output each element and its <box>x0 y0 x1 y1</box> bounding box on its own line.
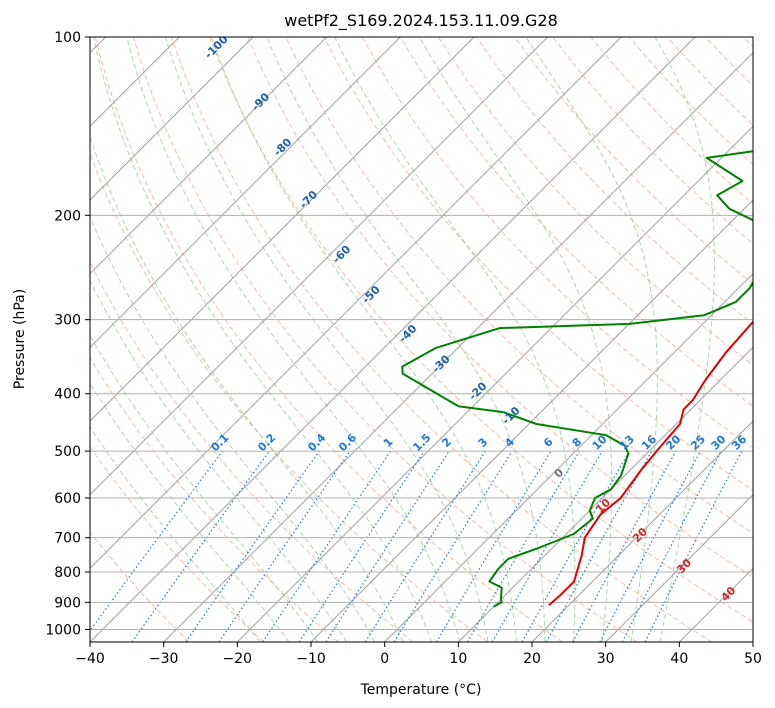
y-tick-label: 400 <box>54 387 81 403</box>
x-tick-label: 10 <box>449 651 467 667</box>
dry-adiabat <box>90 446 264 642</box>
moist-adiabat <box>93 37 432 642</box>
mixing-ratio-line <box>545 450 653 642</box>
isotherm-line <box>90 37 401 349</box>
dry-adiabat <box>437 37 753 366</box>
mixing-ratio-line <box>644 450 743 642</box>
x-tick-label: 40 <box>670 651 688 667</box>
isotherm-line <box>457 346 753 642</box>
background-lines <box>90 37 753 642</box>
dry-adiabat <box>90 356 339 642</box>
chart-title: wetPf2_S169.2024.153.11.09.G28 <box>284 11 558 31</box>
moist-adiabat <box>90 426 261 642</box>
moist-adiabat <box>211 37 517 642</box>
mixing-ratio-line <box>572 450 677 642</box>
moist-adiabat <box>334 37 576 642</box>
y-tick-label: 600 <box>54 491 81 507</box>
dry-adiabat <box>285 37 753 535</box>
y-tick-label: 300 <box>54 313 81 329</box>
mixing-ratio-line <box>90 450 223 632</box>
temperature-profile-line <box>548 320 753 606</box>
isotherm-line <box>531 420 753 642</box>
mixing-ratio-line <box>521 450 631 642</box>
x-tick-label: −10 <box>296 651 326 667</box>
isotherm-line <box>605 493 753 642</box>
dewpoint-profile-line <box>401 150 753 608</box>
isotherm-line <box>384 272 753 642</box>
moist-adiabat <box>266 37 546 642</box>
y-tick-label: 200 <box>54 208 81 224</box>
x-tick-label: 20 <box>523 651 541 667</box>
mixing-ratio-line <box>298 450 425 642</box>
pressure-grid <box>90 37 753 630</box>
dry-adiabat <box>171 37 712 642</box>
sounding-series <box>401 150 753 608</box>
x-axis: −40 −30 −20 −10 0 10 20 30 40 50 <box>75 642 762 667</box>
dry-adiabat <box>514 37 753 285</box>
moist-adiabat <box>90 135 404 642</box>
x-tick-label: 0 <box>380 651 389 667</box>
mixing-ratio-line <box>218 450 351 642</box>
moist-adiabat <box>654 37 716 642</box>
moist-adiabat <box>525 37 658 642</box>
dry-adiabat <box>247 37 753 578</box>
y-tick-label: 700 <box>54 531 81 547</box>
isotherm-line <box>90 37 254 201</box>
y-tick-label: 900 <box>54 595 81 611</box>
x-tick-label: 30 <box>597 651 615 667</box>
dry-adiabat <box>94 37 563 642</box>
mixing-ratio-line <box>131 450 270 642</box>
isotherm-line <box>310 199 753 642</box>
isotherm-line <box>90 37 696 642</box>
y-axis-label: Pressure (hPa) <box>12 289 28 389</box>
y-axis: 100 200 300 400 500 600 700 800 900 1000 <box>45 30 90 638</box>
dry-adiabat <box>90 531 190 642</box>
dry-adiabat <box>90 152 488 642</box>
plot-frame <box>89 36 754 643</box>
isotherm-line <box>90 37 475 422</box>
x-tick-label: −30 <box>149 651 179 667</box>
moist-adiabat <box>90 334 319 642</box>
moist-adiabat <box>126 37 461 642</box>
y-tick-label: 500 <box>54 444 81 460</box>
mixing-ratio-line <box>185 450 320 642</box>
isotherm-line <box>236 125 753 642</box>
y-tick-label: 100 <box>54 30 81 46</box>
moist-adiabat <box>165 37 489 642</box>
mixing-ratio-line <box>262 450 392 642</box>
x-axis-label: Temperature (°C) <box>360 682 482 698</box>
dry-adiabat <box>399 37 753 407</box>
dry-adiabat <box>361 37 753 449</box>
dry-adiabat <box>132 37 638 642</box>
mixing-ratio-line <box>393 450 513 642</box>
x-tick-label: −20 <box>223 651 253 667</box>
dry-adiabat <box>209 37 753 623</box>
isotherm-line <box>90 37 549 496</box>
y-tick-label: 1000 <box>45 622 81 638</box>
y-tick-label: 800 <box>54 565 81 581</box>
x-tick-label: −40 <box>75 651 105 667</box>
moist-adiabat <box>90 382 290 642</box>
dry-adiabat <box>323 37 753 491</box>
x-tick-label: 50 <box>744 651 762 667</box>
isotherm-line <box>90 37 328 275</box>
moist-adiabat <box>90 215 376 642</box>
isotherm-line <box>90 37 622 570</box>
mixing-ratio-line <box>325 450 450 642</box>
